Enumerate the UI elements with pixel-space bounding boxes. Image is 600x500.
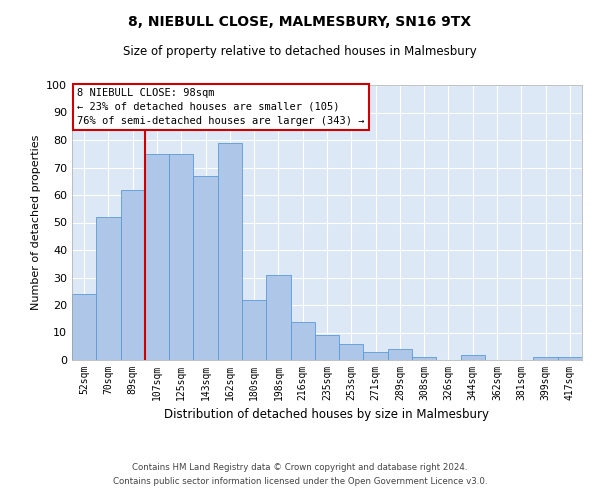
Bar xyxy=(533,357,558,360)
Bar xyxy=(72,294,96,360)
Text: Size of property relative to detached houses in Malmesbury: Size of property relative to detached ho… xyxy=(123,45,477,58)
Text: Contains HM Land Registry data © Crown copyright and database right 2024.: Contains HM Land Registry data © Crown c… xyxy=(132,464,468,472)
Text: 8, NIEBULL CLOSE, MALMESBURY, SN16 9TX: 8, NIEBULL CLOSE, MALMESBURY, SN16 9TX xyxy=(128,15,472,29)
Bar xyxy=(169,154,193,360)
Bar xyxy=(412,357,436,360)
Bar xyxy=(364,352,388,360)
X-axis label: Distribution of detached houses by size in Malmesbury: Distribution of detached houses by size … xyxy=(164,408,490,422)
Bar xyxy=(266,275,290,360)
Bar xyxy=(339,344,364,360)
Y-axis label: Number of detached properties: Number of detached properties xyxy=(31,135,41,310)
Bar xyxy=(121,190,145,360)
Bar xyxy=(145,154,169,360)
Text: 8 NIEBULL CLOSE: 98sqm
← 23% of detached houses are smaller (105)
76% of semi-de: 8 NIEBULL CLOSE: 98sqm ← 23% of detached… xyxy=(77,88,365,126)
Bar xyxy=(96,217,121,360)
Bar xyxy=(193,176,218,360)
Bar xyxy=(315,335,339,360)
Bar xyxy=(388,349,412,360)
Bar xyxy=(558,357,582,360)
Bar xyxy=(461,354,485,360)
Bar xyxy=(242,300,266,360)
Bar xyxy=(218,143,242,360)
Text: Contains public sector information licensed under the Open Government Licence v3: Contains public sector information licen… xyxy=(113,477,487,486)
Bar xyxy=(290,322,315,360)
